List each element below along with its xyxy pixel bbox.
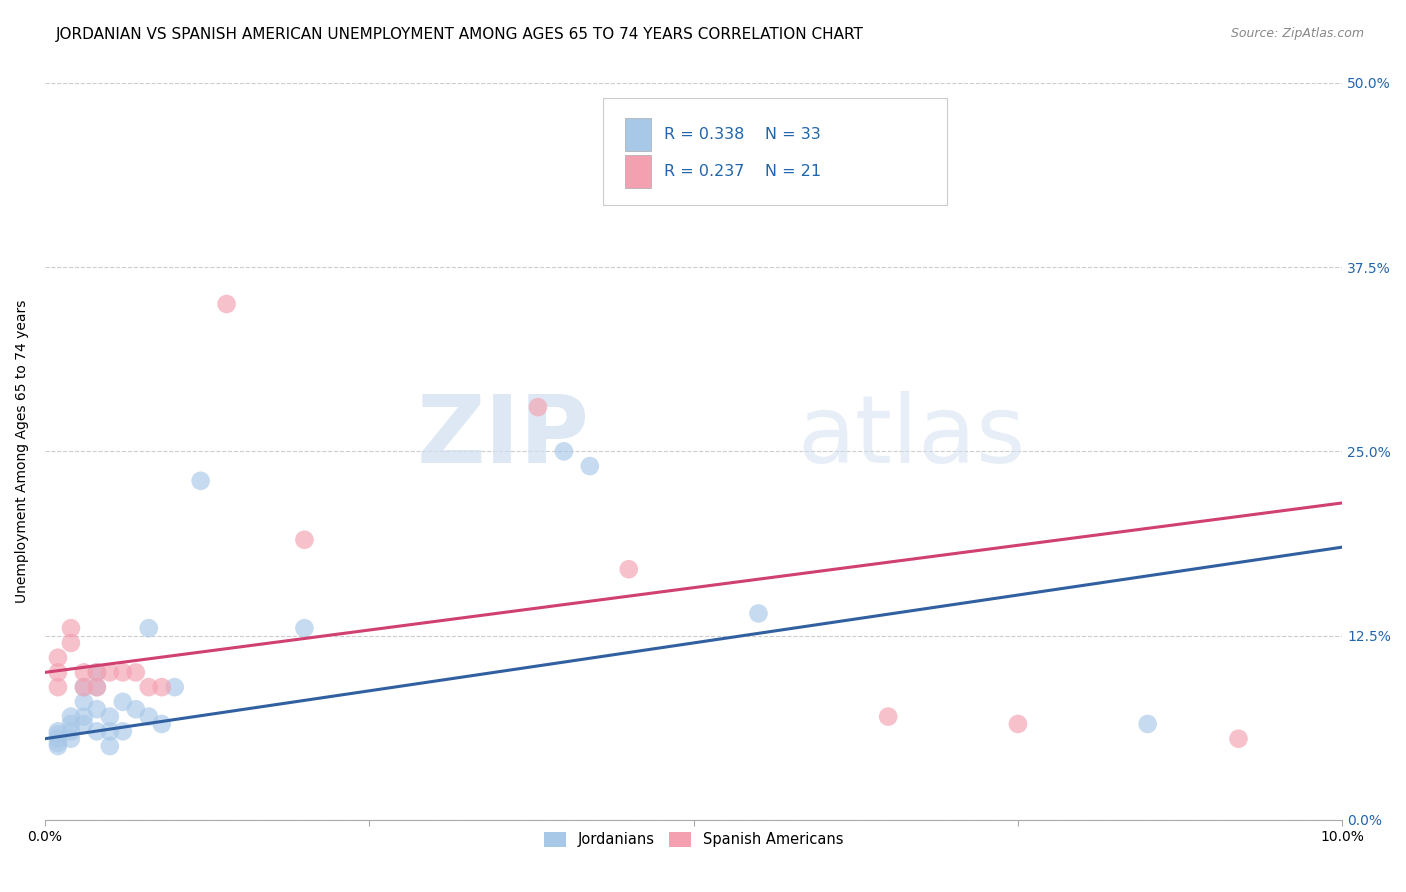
Point	[1227, 731, 1250, 746]
Point	[59, 724, 82, 739]
Point	[46, 650, 69, 665]
Point	[86, 665, 108, 680]
Point	[1007, 717, 1029, 731]
Point	[150, 680, 173, 694]
Text: ZIP: ZIP	[418, 391, 591, 483]
Point	[150, 717, 173, 731]
Point	[747, 607, 769, 621]
Text: R = 0.237    N = 21: R = 0.237 N = 21	[664, 164, 821, 179]
Point	[125, 665, 148, 680]
Point	[294, 533, 316, 547]
Point	[98, 709, 121, 723]
Point	[46, 731, 69, 746]
Point	[59, 709, 82, 723]
Point	[46, 739, 69, 753]
Point	[86, 702, 108, 716]
Text: R = 0.338    N = 33: R = 0.338 N = 33	[664, 127, 821, 142]
Point	[59, 621, 82, 635]
Point	[163, 680, 186, 694]
FancyBboxPatch shape	[603, 98, 946, 204]
FancyBboxPatch shape	[624, 118, 651, 151]
Point	[73, 665, 96, 680]
Point	[553, 444, 575, 458]
Point	[86, 680, 108, 694]
Point	[59, 636, 82, 650]
Point	[111, 724, 134, 739]
Point	[294, 621, 316, 635]
Point	[59, 717, 82, 731]
Point	[617, 562, 640, 576]
Point	[579, 459, 602, 474]
Point	[527, 400, 550, 414]
Point	[111, 665, 134, 680]
Point	[111, 695, 134, 709]
Point	[86, 724, 108, 739]
Point	[138, 709, 160, 723]
Point	[125, 702, 148, 716]
FancyBboxPatch shape	[624, 155, 651, 188]
Point	[877, 709, 900, 723]
Text: JORDANIAN VS SPANISH AMERICAN UNEMPLOYMENT AMONG AGES 65 TO 74 YEARS CORRELATION: JORDANIAN VS SPANISH AMERICAN UNEMPLOYME…	[56, 27, 865, 42]
Point	[138, 621, 160, 635]
Point	[73, 680, 96, 694]
Point	[138, 680, 160, 694]
Point	[46, 665, 69, 680]
Point	[1136, 717, 1159, 731]
Point	[215, 297, 238, 311]
Y-axis label: Unemployment Among Ages 65 to 74 years: Unemployment Among Ages 65 to 74 years	[15, 300, 30, 603]
Point	[73, 717, 96, 731]
Point	[59, 731, 82, 746]
Point	[46, 724, 69, 739]
Point	[73, 680, 96, 694]
Point	[73, 709, 96, 723]
Point	[46, 736, 69, 750]
Point	[86, 665, 108, 680]
Text: atlas: atlas	[797, 391, 1025, 483]
Text: Source: ZipAtlas.com: Source: ZipAtlas.com	[1230, 27, 1364, 40]
Point	[98, 739, 121, 753]
Point	[98, 724, 121, 739]
Legend: Jordanians, Spanish Americans: Jordanians, Spanish Americans	[538, 826, 849, 853]
Point	[86, 680, 108, 694]
Point	[98, 665, 121, 680]
Point	[190, 474, 212, 488]
Point	[73, 695, 96, 709]
Point	[46, 680, 69, 694]
Point	[46, 727, 69, 741]
